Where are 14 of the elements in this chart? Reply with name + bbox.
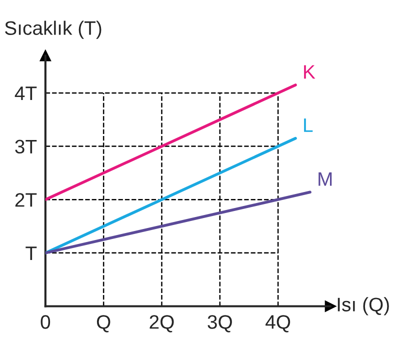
x-tick-label: 2Q [150,315,174,332]
x-tick-label: 3Q [208,315,232,332]
y-tick-label: 3T [15,140,37,154]
x-axis-title: Isı (Q) [338,297,389,316]
series-label: K [304,65,316,79]
x-tick-label: 0 [40,315,50,329]
x-tick-label: Q [96,315,110,332]
y-axis-title: Sıcaklık (T) [5,20,102,39]
x-tick-label: 4Q [266,315,290,332]
y-tick-label: 4T [14,86,37,100]
y-tick-label: 2T [15,193,37,207]
series-label: L [304,118,313,132]
y-tick-label: T [26,246,37,260]
series-label: M [318,172,332,186]
